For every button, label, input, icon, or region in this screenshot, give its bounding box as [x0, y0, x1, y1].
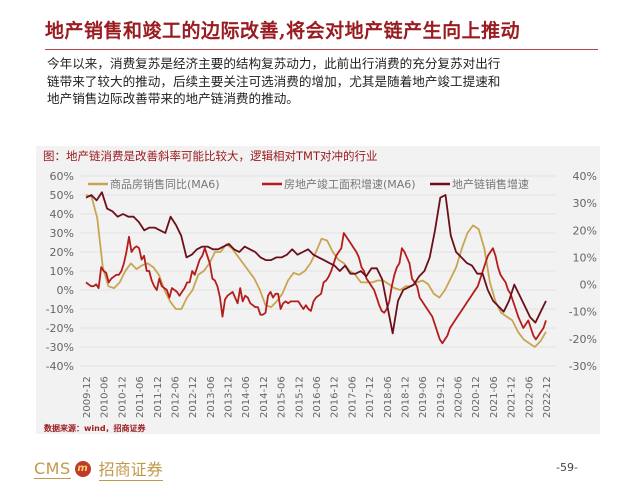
company-name: 招商证券 [98, 456, 163, 481]
paragraph-line: 今年以来，消费复苏是经济主要的结构复苏动力，此前出行消费的充分复苏对出行 [47, 56, 501, 71]
page-number: -59- [556, 461, 578, 474]
company-logo: CMS m 招商证券 [34, 456, 163, 481]
paragraph-line: 链带来了较大的推动，后续主要关注可选消费的增加，尤其是随着地产竣工提速和 [47, 73, 501, 89]
chart-panel [36, 146, 600, 434]
logo-mark-icon: m [74, 460, 91, 477]
logo-text: CMS [34, 458, 71, 479]
intro-paragraph: 今年以来，消费复苏是经济主要的结构复苏动力，此前出行消费的充分复苏对出行 链带来… [47, 55, 607, 108]
paragraph-line: 地产销售边际改善带来的地产链消费的推动。 [47, 91, 299, 106]
chart-title: 图：地产链消费是改善斜率可能比较大，逻辑相对TMT对冲的行业 [43, 149, 378, 163]
title-divider [45, 49, 598, 50]
data-source: 数据来源：wind，招商证券 [44, 424, 146, 433]
page-title: 地产销售和竣工的边际改善,将会对地产链产生向上推动 [45, 20, 521, 42]
